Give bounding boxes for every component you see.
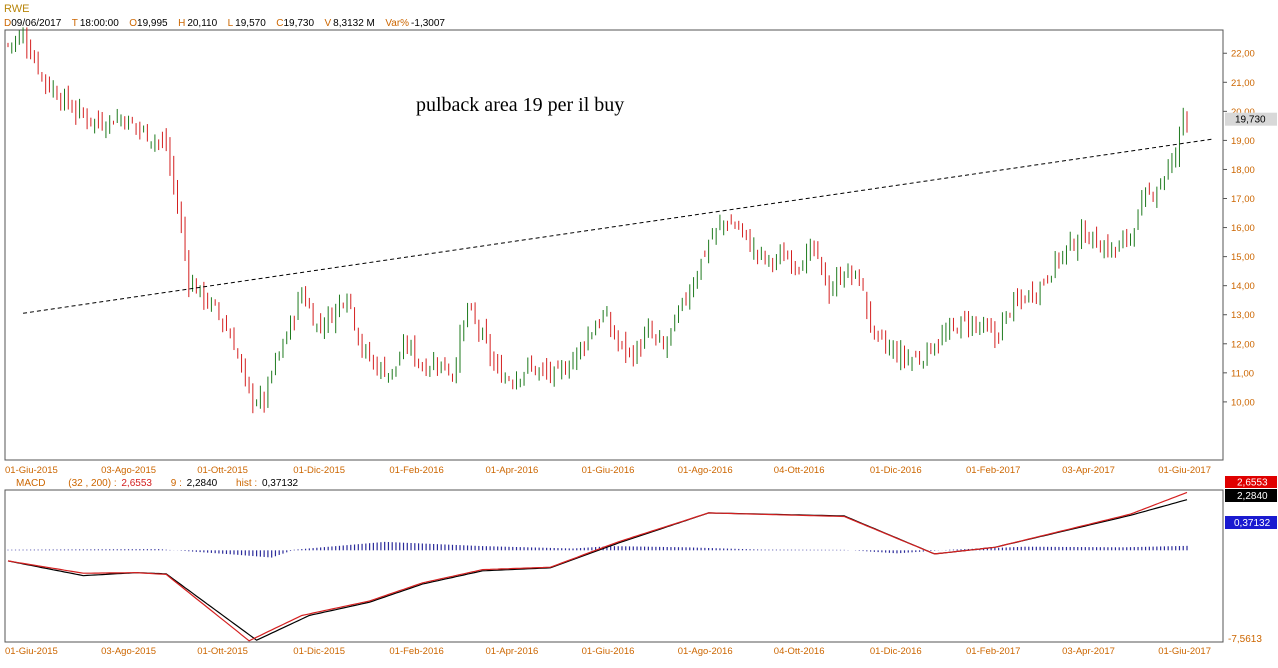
macd-tag: 2,6553 — [1237, 478, 1268, 489]
x-tick-label: 01-Feb-2017 — [966, 465, 1020, 476]
x-tick-label: 01-Giu-2015 — [5, 646, 58, 657]
macd-header: MACD (32 , 200) : 2,6553 9 : 2,2840 hist… — [16, 478, 299, 489]
trendline — [22, 138, 1214, 314]
x-tick-label: 01-Apr-2016 — [486, 646, 539, 657]
x-tick-label: 01-Giu-2015 — [5, 465, 58, 476]
price-y-tick-label: 12,00 — [1231, 339, 1255, 350]
price-panel-frame — [4, 29, 1224, 461]
x-tick-label: 01-Apr-2016 — [486, 465, 539, 476]
price-y-axis: 10,00 11,00 12,00 13,00 14,00 15,00 16,00 17,00… — [1223, 49, 1255, 408]
hdr-d-key: D — [4, 18, 11, 29]
last-price-label: 19,730 — [1235, 115, 1266, 126]
price-y-tick-label: 10,00 — [1231, 397, 1255, 408]
last-price-tag: 19,730 — [1225, 112, 1277, 126]
x-tick-label: 01-Giu-2017 — [1158, 646, 1211, 657]
x-tick-label: 01-Ott-2015 — [197, 465, 248, 476]
price-y-tick-label: 19,00 — [1231, 136, 1255, 147]
x-tick-label: 01-Dic-2016 — [870, 646, 922, 657]
macd-hist-value: 0,37132 — [262, 478, 299, 489]
hdr-h-key: H — [178, 18, 185, 29]
hdr-v-val: 8,3132 M — [333, 18, 375, 29]
x-tick-label: 01-Dic-2015 — [293, 465, 345, 476]
x-tick-label: 01-Feb-2016 — [389, 465, 443, 476]
x-tick-label: 01-Feb-2016 — [389, 646, 443, 657]
macd-signal-line — [7, 499, 1188, 641]
x-tick-label: 01-Dic-2016 — [870, 465, 922, 476]
hdr-t-val: 18:00:00 — [80, 18, 119, 29]
x-tick-label: 01-Ott-2015 — [197, 646, 248, 657]
x-tick-label: 03-Ago-2015 — [101, 646, 156, 657]
price-y-tick-label: 20,00 — [1231, 107, 1255, 118]
annotation-text: pulback area 19 per il buy — [416, 94, 624, 116]
hdr-l-key: L — [228, 18, 234, 29]
signal-tag: 2,2840 — [1237, 491, 1268, 502]
symbol-label: RWE — [4, 3, 29, 15]
hdr-var-key: Var% — [385, 18, 409, 29]
macd-histogram — [7, 541, 1188, 558]
macd-tags: 2,6553 2,2840 0,37132 -7,5613 — [1225, 476, 1277, 645]
price-y-tick-label: 16,00 — [1231, 223, 1255, 234]
x-tick-label: 01-Giu-2016 — [582, 646, 635, 657]
x-tick-label: 03-Apr-2017 — [1062, 465, 1115, 476]
hdr-v-key: V — [325, 18, 332, 29]
price-y-tick-label: 17,00 — [1231, 194, 1255, 205]
price-candles — [7, 27, 1188, 414]
macd-line — [7, 491, 1188, 642]
hdr-var-val: -1,3007 — [411, 18, 445, 29]
price-y-tick-label: 22,00 — [1231, 49, 1255, 60]
price-y-tick-label: 15,00 — [1231, 252, 1255, 263]
price-x-axis: 01-Giu-2015 03-Ago-2015 01-Ott-2015 01-Dic-… — [5, 465, 1211, 476]
price-y-tick-label: 11,00 — [1231, 368, 1254, 379]
x-tick-label: 03-Ago-2015 — [101, 465, 156, 476]
hdr-c-val: 19,730 — [283, 18, 314, 29]
price-y-tick-label: 13,00 — [1231, 310, 1255, 321]
x-tick-label: 04-Ott-2016 — [774, 465, 825, 476]
hdr-h-val: 20,110 — [187, 18, 217, 29]
hdr-c-key: C — [276, 18, 283, 29]
svg-text:MACD (32 , 200) :: MACD (32 , 200) : 2,6553 9 : 2,2840 hist… — [16, 478, 299, 489]
macd-hist-key: hist : — [236, 478, 257, 489]
x-tick-label: 01-Giu-2016 — [582, 465, 635, 476]
macd-x-axis: 01-Giu-2015 03-Ago-2015 01-Ott-2015 01-Dic-… — [5, 646, 1211, 657]
x-tick-label: 03-Apr-2017 — [1062, 646, 1115, 657]
price-y-tick-label: 21,00 — [1231, 78, 1255, 89]
price-y-tick-label: 18,00 — [1231, 165, 1255, 176]
x-tick-label: 01-Ago-2016 — [678, 646, 733, 657]
hdr-o-key: O — [129, 18, 137, 29]
price-y-tick-label: 14,00 — [1231, 281, 1255, 292]
x-tick-label: 04-Ott-2016 — [774, 646, 825, 657]
macd-bottom-tag: -7,5613 — [1228, 634, 1262, 645]
x-tick-label: 01-Dic-2015 — [293, 646, 345, 657]
macd-name: MACD — [16, 478, 45, 489]
x-tick-label: 01-Feb-2017 — [966, 646, 1020, 657]
hdr-l-val: 19,570 — [235, 18, 266, 29]
x-tick-label: 01-Giu-2017 — [1158, 465, 1211, 476]
macd-signal-key: 9 : — [171, 478, 182, 489]
hdr-d-val: 09/06/2017 — [11, 18, 61, 29]
hist-tag: 0,37132 — [1234, 518, 1271, 529]
svg-text:D09/06/2017 T18:00:00: D09/06/2017 T 18:00:00 O19,995 H 20,110 L1… — [4, 13, 445, 30]
macd-signal-value: 2,2840 — [187, 478, 218, 489]
macd-panel-frame — [4, 489, 1224, 643]
x-tick-label: 01-Ago-2016 — [678, 465, 733, 476]
macd-params: (32 , 200) : — [68, 478, 116, 489]
macd-value: 2,6553 — [121, 478, 152, 489]
hdr-o-val: 19,995 — [137, 18, 168, 29]
hdr-t-key: T — [72, 18, 78, 29]
